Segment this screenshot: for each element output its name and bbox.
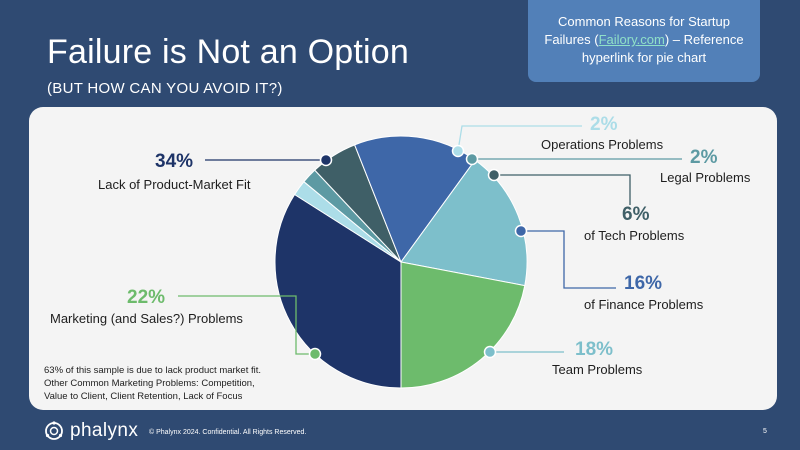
pie-slice-marketing	[400, 261, 526, 389]
source-note-suffix: ) – Reference	[664, 32, 744, 47]
slice-label-pmf: Lack of Product-Market Fit	[98, 177, 251, 192]
pct-label-team: 18%	[575, 339, 614, 360]
leader-dot-ops	[451, 144, 465, 158]
leader-line-tech	[494, 174, 631, 205]
pct-label-marketing: 22%	[127, 287, 166, 308]
leader-dot-finance	[514, 224, 528, 238]
footnote-line: Value to Client, Client Retention, Lack …	[44, 391, 243, 402]
source-note-line1: Common Reasons for Startup	[558, 14, 730, 29]
slice-label-legal: Legal Problems	[660, 170, 751, 185]
pct-label-tech: 6%	[622, 204, 650, 225]
leader-dot-tech	[487, 168, 501, 182]
brand: phalynx	[44, 420, 138, 442]
footnote: 63% of this sample is due to lack produc…	[44, 364, 261, 403]
leader-dot-legal	[465, 152, 479, 166]
slice-label-team: Team Problems	[552, 362, 643, 377]
slide-title: Failure is Not an Option	[47, 33, 409, 71]
pie-slice-pmf	[274, 193, 402, 389]
slice-label-tech: of Tech Problems	[584, 228, 685, 243]
footnote-line: Other Common Marketing Problems: Competi…	[44, 378, 255, 389]
source-note-line3: hyperlink for pie chart	[581, 50, 707, 65]
slide-subtitle: (BUT HOW CAN YOU AVOID IT?)	[47, 80, 283, 97]
phalynx-logo-icon	[45, 421, 63, 440]
pie-slice-team	[400, 159, 528, 287]
leader-line-marketing	[178, 295, 315, 355]
leader-dot-pmf	[319, 153, 333, 167]
brand-name: phalynx	[70, 420, 139, 441]
pct-label-ops: 2%	[590, 114, 618, 135]
footnote-line: 63% of this sample is due to lack produc…	[44, 365, 262, 376]
leader-dot-marketing	[308, 347, 322, 361]
leader-line-finance	[521, 230, 616, 289]
pct-label-legal: 2%	[690, 147, 718, 168]
copyright: © Phalynx 2024. Confidential. All Rights…	[149, 429, 307, 436]
slice-label-ops: Operations Problems	[541, 137, 664, 152]
source-note-line2: Failures (Failory.com) – Reference	[528, 31, 760, 49]
slice-label-marketing: Marketing (and Sales?) Problems	[50, 311, 243, 326]
source-note-prefix: Failures (	[544, 32, 599, 47]
page-number: 5	[763, 428, 767, 435]
leader-dot-team	[483, 345, 497, 359]
pct-label-finance: 16%	[624, 273, 663, 294]
pct-label-pmf: 34%	[155, 151, 194, 172]
slice-label-finance: of Finance Problems	[584, 297, 704, 312]
source-note-box: Common Reasons for Startup Failures (Fai…	[528, 0, 760, 82]
leader-line-ops	[457, 125, 582, 152]
failory-link[interactable]: Failory.com	[598, 32, 665, 47]
